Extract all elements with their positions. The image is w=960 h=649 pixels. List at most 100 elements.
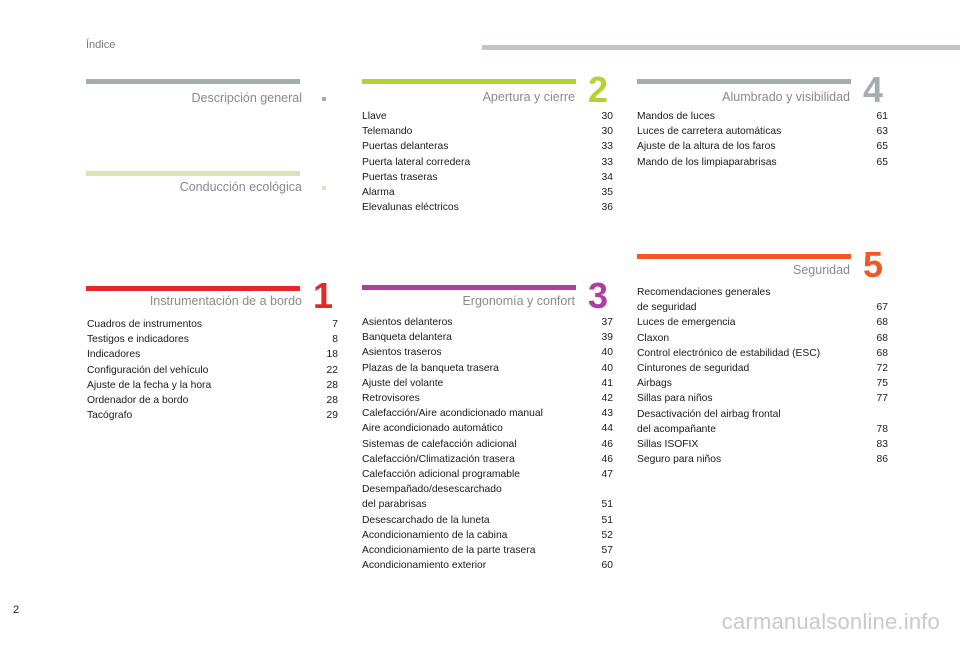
toc-entry-page: 44 [601,423,613,435]
toc-entry-page: 77 [876,393,888,405]
toc-entry[interactable]: Mando de los limpiaparabrisas 65 [637,155,888,170]
toc-entry-page: 51 [601,514,613,526]
toc-entry-label: Recomendaciones generales de seguridad [637,287,771,314]
toc-entry-page: 83 [876,439,888,451]
section-title-conduccion[interactable]: Conducción ecológica [179,180,302,194]
toc-entry-label: Configuración del vehículo [87,364,209,376]
toc-entry[interactable]: Retrovisores 42 [362,391,613,406]
toc-entry-page: 46 [601,438,613,450]
toc-entry-page: 75 [876,378,888,390]
toc-entry-label: Indicadores [87,349,141,361]
section-title-seguridad[interactable]: Seguridad [793,263,850,277]
toc-entry[interactable]: Sillas para niños 77 [637,391,888,406]
toc-entry[interactable]: Telemando 30 [362,124,613,139]
toc-entry[interactable]: Asientos delanteros 37 [362,315,613,330]
toc-entry[interactable]: Banqueta delantera 39 [362,330,613,345]
toc-entry-label: Claxon [637,332,670,344]
toc-entry[interactable]: Alarma 35 [362,185,613,200]
toc-entry-label: Calefacción adicional programable [362,469,520,481]
section-title-instrumentacion[interactable]: Instrumentación de a bordo [149,294,302,308]
toc-entry[interactable]: Luces de emergencia 68 [637,315,888,330]
toc-entry-label: Plazas de la banqueta trasera [362,362,499,374]
toc-entry[interactable]: Claxon 68 [637,331,888,346]
toc-entry[interactable]: Ajuste del volante 41 [362,376,613,391]
section-title-descripcion[interactable]: Descripción general [191,91,302,105]
toc-entry[interactable]: Llave 30 [362,109,613,124]
toc-entry[interactable]: Acondicionamiento exterior 60 [362,558,613,573]
section-bar-instrumentacion [86,286,300,291]
toc-entry[interactable]: Calefacción/Climatización trasera 46 [362,452,613,467]
toc-entry[interactable]: Acondicionamiento de la cabina 52 [362,528,613,543]
toc-entry-label: Banqueta delantera [362,332,452,344]
toc-entry[interactable]: Indicadores 18 [87,347,338,362]
toc-entry-page: 39 [601,332,613,344]
toc-entry-page: 40 [601,347,613,359]
section-title-alumbrado[interactable]: Alumbrado y visibilidad [722,90,850,104]
toc-entry[interactable]: Plazas de la banqueta trasera 40 [362,361,613,376]
toc-entry-page: 68 [876,332,888,344]
toc-entry-label: Cinturones de seguridad [637,363,750,375]
toc-entry-page: 86 [876,454,888,466]
section-title-ergonomia[interactable]: Ergonomía y confort [462,294,575,308]
toc-entry-label: Mandos de luces [637,111,715,122]
toc-entry[interactable]: Testigos e indicadores 8 [87,332,338,347]
toc-entry-label: Mando de los limpiaparabrisas [637,156,777,168]
toc-entry[interactable]: Desactivación del airbag frontal del aco… [637,407,888,437]
section-title-apertura[interactable]: Apertura y cierre [482,90,575,104]
toc-entry[interactable]: Recomendaciones generales de seguridad 67 [637,285,888,315]
toc-entry-page: 68 [876,347,888,359]
toc-entry[interactable]: Ajuste de la altura de los faros 65 [637,139,888,154]
toc-entry-page: 61 [876,111,888,122]
toc-entry[interactable]: Desempañado/desescarchado del parabrisas… [362,482,613,512]
toc-entry[interactable]: Cuadros de instrumentos 7 [87,317,338,332]
toc-entry[interactable]: Cinturones de seguridad 72 [637,361,888,376]
toc-entry-page: 7 [332,319,338,330]
toc-entry[interactable]: Asientos traseros 40 [362,345,613,360]
section-number-instrumentacion: 1 [313,275,334,316]
toc-entry[interactable]: Desescarchado de la luneta 51 [362,513,613,528]
toc-entry-page: 60 [601,560,613,572]
toc-entry[interactable]: Puertas traseras 34 [362,170,613,185]
toc-entry[interactable]: Puertas delanteras 33 [362,139,613,154]
toc-entry[interactable]: Calefacción/Aire acondicionado manual 43 [362,406,613,421]
toc-entry-label: Asientos traseros [362,347,442,359]
toc-entry-label: Sillas ISOFIX [637,439,699,451]
watermark: carmanualsonline.info [721,609,940,634]
toc-entry[interactable]: Control electrónico de estabilidad (ESC)… [637,346,888,361]
toc-entry-label: Asientos delanteros [362,317,453,328]
toc-entry[interactable]: Elevalunas eléctricos 36 [362,200,613,215]
toc-entry-page: 43 [601,408,613,420]
toc-entry-label: Ordenador de a bordo [87,395,189,407]
section-bar-alumbrado [637,79,851,84]
toc-entry-page: 33 [601,156,613,168]
toc-entry-page: 8 [332,334,338,346]
toc-entry-label: Elevalunas eléctricos [362,202,459,214]
toc-entry-label: Alarma [362,187,395,199]
toc-entry-label: Luces de carretera automáticas [637,126,782,138]
toc-entry[interactable]: Sillas ISOFIX 83 [637,437,888,452]
toc-entry[interactable]: Ajuste de la fecha y la hora 28 [87,378,338,393]
toc-entry-label: Ajuste de la altura de los faros [637,141,776,153]
toc-entry[interactable]: Configuración del vehículo 22 [87,363,338,378]
toc-entry-label: Seguro para niños [637,454,722,466]
toc-entry[interactable]: Ordenador de a bordo 28 [87,393,338,408]
toc-entry[interactable]: Tacógrafo 29 [87,408,338,423]
toc-entry-page: 30 [601,111,613,122]
toc-entry[interactable]: Luces de carretera automáticas 63 [637,124,888,139]
toc-entry[interactable]: Aire acondicionado automático 44 [362,421,613,436]
toc-entry-label: Ajuste del volante [362,377,444,389]
toc-entry[interactable]: Airbags 75 [637,376,888,391]
toc-entry-label: Retrovisores [362,393,420,405]
section-number-seguridad: 5 [863,244,884,285]
toc-entry-label: Calefacción/Climatización trasera [362,453,515,465]
toc-entry[interactable]: Calefacción adicional programable 47 [362,467,613,482]
toc-entry[interactable]: Puerta lateral corredera 33 [362,155,613,170]
section-bar-ergonomia [362,285,576,290]
toc-entry[interactable]: Seguro para niños 86 [637,452,888,467]
toc-entry[interactable]: Acondicionamiento de la parte trasera 57 [362,543,613,558]
toc-entry-page: 72 [876,363,888,375]
toc-entry-page: 46 [601,453,613,465]
toc-entry-label: Desactivación del airbag frontal del aco… [637,408,781,435]
toc-entry[interactable]: Sistemas de calefacción adicional 46 [362,437,613,452]
toc-entry[interactable]: Mandos de luces 61 [637,109,888,124]
